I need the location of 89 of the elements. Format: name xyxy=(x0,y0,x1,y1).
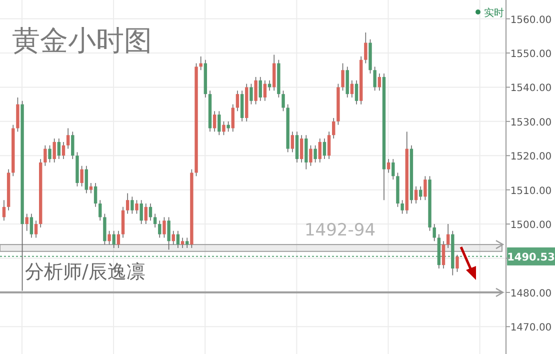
candlestick xyxy=(378,73,382,92)
y-tick-label: 1500.00 xyxy=(510,220,552,232)
candlestick xyxy=(158,220,162,238)
y-tick-label: 1510.00 xyxy=(510,186,552,197)
candlestick xyxy=(222,121,226,136)
candlestick xyxy=(98,200,102,222)
candlestick xyxy=(258,76,262,102)
y-tick-label: 1540.00 xyxy=(510,83,552,94)
candlestick xyxy=(263,80,267,102)
candlestick xyxy=(148,203,152,222)
annotation: 实时 xyxy=(484,7,504,19)
candlestick xyxy=(176,230,180,248)
candlestick xyxy=(116,230,120,248)
candlestick xyxy=(341,62,344,92)
candlestick xyxy=(226,121,230,132)
candlestick xyxy=(373,66,376,92)
y-tick-label: 1550.00 xyxy=(510,49,552,60)
candlestick xyxy=(80,165,84,187)
band-label: 1492-94 xyxy=(304,220,376,241)
candlestick xyxy=(112,230,116,248)
text: 黄金小时图 xyxy=(12,24,152,57)
y-tick-label: 1470.00 xyxy=(510,322,552,334)
candlestick xyxy=(103,213,106,245)
candlestick xyxy=(144,203,148,224)
candlestick xyxy=(89,182,93,194)
candlestick xyxy=(446,224,450,248)
candlestick xyxy=(346,66,349,98)
candlestick xyxy=(16,97,20,132)
candlestick xyxy=(48,144,52,163)
candlestick xyxy=(162,216,166,238)
candlestick xyxy=(304,134,308,170)
candlestick xyxy=(236,90,240,112)
annotation: 分析师/辰逸凛 xyxy=(25,261,146,283)
candlestick xyxy=(94,182,98,208)
candlestick xyxy=(30,213,34,238)
candlestick xyxy=(322,138,326,160)
candlestick xyxy=(318,138,322,163)
candlestick xyxy=(2,200,6,222)
candlestick xyxy=(400,200,404,214)
candlestick xyxy=(199,56,202,71)
candlestick xyxy=(66,128,70,150)
candlestick xyxy=(424,176,427,200)
candlestick xyxy=(386,158,390,174)
candlestick xyxy=(84,165,88,194)
candlestick xyxy=(121,206,125,238)
candlestick xyxy=(364,32,368,64)
candlestick xyxy=(62,142,66,160)
candlestick xyxy=(295,131,299,163)
candlestick xyxy=(240,90,244,122)
candlestick xyxy=(52,138,56,163)
candlestick xyxy=(432,224,436,242)
ref-line-label: 1490.53 xyxy=(507,251,555,264)
candlestick xyxy=(272,54,276,92)
candlestick xyxy=(140,200,143,224)
candlestick xyxy=(34,220,38,238)
candlestick xyxy=(350,80,354,98)
candlestick xyxy=(218,110,221,136)
candlestick xyxy=(300,134,304,163)
y-tick-label: 1560.00 xyxy=(510,14,552,26)
candlestick xyxy=(392,158,395,180)
candlestick xyxy=(167,216,170,250)
candlestick xyxy=(135,200,138,214)
candlestick xyxy=(314,144,317,163)
candlestick xyxy=(250,83,253,105)
y-tick-label: 1480.00 xyxy=(510,288,552,300)
candlestick xyxy=(126,192,130,214)
candlestick xyxy=(282,90,285,112)
candlestick xyxy=(442,240,446,269)
candlestick xyxy=(130,196,134,214)
candlestick xyxy=(180,237,184,248)
candlestick xyxy=(414,186,418,204)
candlestick xyxy=(456,254,459,272)
candlestick xyxy=(108,230,111,245)
candlestick xyxy=(71,131,74,160)
candlestick xyxy=(25,213,28,232)
y-tick-label: 1530.00 xyxy=(510,117,552,128)
candlestick xyxy=(290,131,294,153)
y-tick-label: 1520.00 xyxy=(510,152,552,163)
candlestick xyxy=(309,144,312,166)
candlestick xyxy=(153,213,157,228)
candlestick xyxy=(332,118,336,139)
candlestick xyxy=(231,104,234,132)
candlestick xyxy=(57,138,61,160)
candlestick xyxy=(354,80,358,105)
candlestick xyxy=(327,131,331,160)
candlestick xyxy=(186,237,189,248)
candlestick xyxy=(44,144,47,166)
candlestick xyxy=(212,110,216,132)
candlestick xyxy=(254,76,258,105)
